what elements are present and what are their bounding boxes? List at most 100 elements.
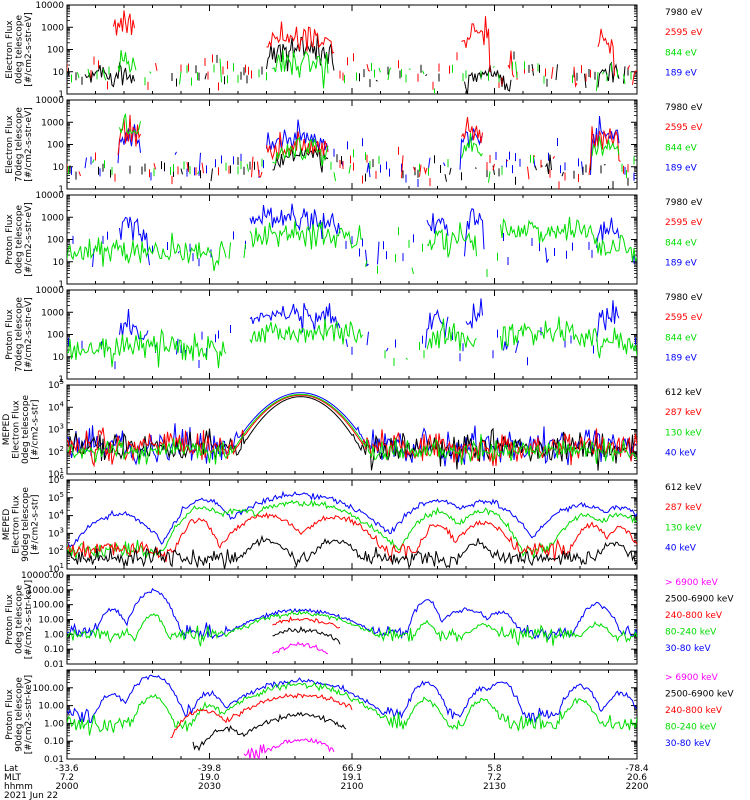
series-240-800-kev: [170, 692, 353, 738]
legend-entry: 2595 eV: [665, 218, 703, 228]
series-844-ev: [68, 113, 635, 183]
series-844-ev: [67, 216, 637, 277]
series-612-kev: [67, 534, 637, 569]
y-tick-label: 1: [58, 90, 64, 100]
y-axis-label-line: [#/cm2-s-str]: [31, 494, 41, 554]
y-axis-label-line: Electron Flux: [5, 20, 15, 79]
y-tick-label: 10: [53, 353, 65, 363]
panel-p1: 1 10 100 1000 10000 Electron Flux 0deg telesco…: [5, 1, 703, 100]
series-7980-ev: [68, 33, 637, 94]
y-axis-label-line: [#/cm2-s-str-eV]: [24, 12, 34, 87]
series-2500-6900-kev: [272, 625, 341, 645]
y-axis-label-line: MEPED: [2, 414, 12, 446]
y-axis-label-line: 90deg telescope: [21, 487, 31, 562]
y-tick-label: 100: [47, 46, 64, 56]
series-7980-ev: [69, 147, 629, 189]
x-row-label: hhmm: [4, 782, 33, 792]
y-tick-label: 102: [48, 445, 64, 458]
y-tick-label: 105: [48, 378, 64, 391]
y-axis-label-line: 0deg telescope: [15, 585, 25, 655]
series--6900-kev: [243, 737, 335, 759]
series-287-kev: [67, 512, 637, 563]
x-tick-label-hhmm: 2200: [626, 782, 649, 792]
legend-entry: 240-800 keV: [665, 611, 723, 621]
legend-entry: 130 keV: [665, 428, 702, 438]
y-tick-label: 103: [48, 423, 64, 436]
x-row-label: Lat: [4, 764, 19, 774]
y-tick-label: 100.00: [33, 601, 65, 611]
y-axis-label-line: [#/cm2-s-str]: [31, 399, 41, 459]
panel-frame: [66, 669, 638, 760]
x-tick-label-hhmm: 2030: [198, 782, 221, 792]
x-tick-label-mlt: 20.6: [627, 773, 647, 783]
y-tick-label: 103: [48, 526, 64, 539]
panel-frame: [66, 479, 638, 570]
y-tick-label: 1: [58, 185, 64, 195]
y-tick-label: 1000: [41, 118, 64, 128]
y-axis-label-line: [#/cm2-s-str-eV]: [24, 297, 34, 372]
y-axis-label-line: 90deg telescope: [15, 677, 25, 752]
x-tick-label-lat: -39.8: [198, 764, 222, 774]
y-axis-label-line: [#/cm2-s-str-eV]: [24, 202, 34, 277]
series-189-ev: [71, 115, 635, 187]
y-tick-label: 10000: [35, 191, 64, 201]
y-tick-label: 100: [47, 236, 64, 246]
y-axis-label-line: [#/cm2-s-str-keV]: [24, 675, 34, 754]
series-844-ev: [67, 316, 637, 369]
legend-entry: 844 eV: [665, 143, 698, 153]
series-130-kev: [67, 393, 637, 465]
y-axis-label-line: MEPED: [2, 509, 12, 541]
legend-entry: 80-240 keV: [665, 627, 717, 637]
panel-frame: [66, 99, 638, 190]
series-287-kev: [67, 394, 637, 468]
series-30-80-kev: [67, 587, 637, 640]
y-tick-label: 104: [48, 509, 64, 522]
y-axis-label-line: 0deg telescope: [21, 395, 31, 465]
legend-entry: 189 eV: [665, 164, 698, 174]
y-tick-label: 10000: [35, 96, 64, 106]
legend-entry: 844 eV: [665, 48, 698, 58]
series-130-kev: [67, 499, 637, 560]
x-tick-label-mlt: 19.1: [342, 773, 362, 783]
legend-entry: > 6900 keV: [665, 673, 719, 683]
series-40-kev: [67, 392, 637, 467]
y-tick-label: 10000.00: [21, 571, 64, 581]
panel-p8: 0.01 0.10 1.00 10.00 100.00 Proton Flux 90deg …: [5, 669, 734, 765]
y-tick-label: 102: [48, 544, 64, 557]
series-189-ev: [72, 203, 635, 267]
series-189-ev: [68, 298, 636, 370]
legend-entry: 7980 eV: [665, 293, 703, 303]
legend-entry: 844 eV: [665, 333, 698, 343]
x-tick-label-mlt: 19.0: [199, 773, 219, 783]
legend-entry: 287 keV: [665, 408, 702, 418]
x-tick-label-lat: -33.6: [55, 764, 79, 774]
series-40-kev: [67, 490, 637, 548]
panel-p7: 0.01 0.10 1.00 10.00 100.00 1000.00 10000.00 Pr…: [5, 571, 734, 670]
legend-entry: 30-80 keV: [665, 644, 711, 654]
y-axis-label-line: 0deg telescope: [15, 15, 25, 85]
legend-entry: 40 keV: [665, 544, 697, 554]
legend-entry: 7980 eV: [665, 198, 703, 208]
x-tick-label-hhmm: 2000: [56, 782, 79, 792]
legend-entry: 287 keV: [665, 503, 702, 513]
y-tick-label: 1: [58, 375, 64, 385]
y-tick-label: 1000.00: [27, 586, 64, 596]
panel-frame: [66, 4, 638, 95]
legend-entry: 2500-6900 keV: [665, 594, 734, 604]
y-axis-label-line: Proton Flux: [5, 214, 15, 265]
legend-entry: 2595 eV: [665, 28, 703, 38]
x-tick-label-mlt: 7.2: [60, 773, 74, 783]
y-axis-label-line: 70deg telescope: [15, 297, 25, 372]
legend-entry: 612 keV: [665, 388, 702, 398]
legend-entry: 612 keV: [665, 483, 702, 493]
y-tick-label: 10000: [35, 286, 64, 296]
y-axis-label-line: [#/cm2-s-str-keV]: [24, 580, 34, 659]
series-2595-ev: [67, 114, 629, 189]
legend-entry: 7980 eV: [665, 103, 703, 113]
y-tick-label: 0.10: [44, 645, 64, 655]
legend-entry: 7980 eV: [665, 8, 703, 18]
y-tick-label: 0.01: [44, 755, 64, 765]
y-tick-label: 1.00: [44, 630, 64, 640]
series-2595-ev: [67, 10, 637, 91]
x-tick-label-mlt: 7.2: [487, 773, 501, 783]
